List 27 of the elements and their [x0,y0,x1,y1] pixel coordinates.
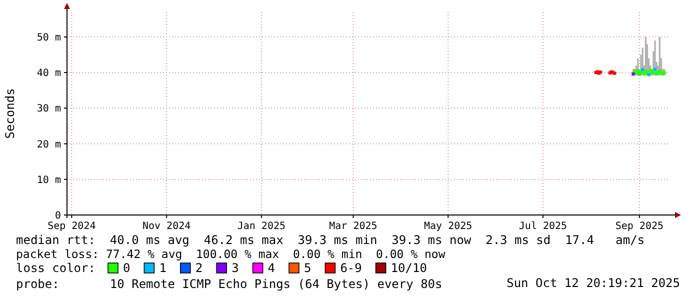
legend-label: 6-9 [340,261,362,275]
y-tick-label: 30 m [36,104,61,115]
y-axis-title: Seconds [3,88,17,139]
y-tick-label: 20 m [36,139,61,150]
legend-title: loss color: [16,261,96,275]
x-tick-label: Jul 2025 [518,221,568,232]
text: packet loss: 77.42 % avg 100.00 % max 0.00 % min 0.00 % now [16,247,446,261]
x-tick-label: May 2025 [424,221,472,232]
x-tick-label: Mar 2025 [329,221,378,232]
legend-label: 1 [159,261,166,275]
text: probe: 10 Remote ICMP Echo Pings (64 Bytes) every 80s [16,277,442,291]
legend-label: 5 [304,261,312,275]
text: median rtt: 40.0 ms avg 46.2 ms max 39.3 ms min 39.3 ms now 2.3 ms sd 17.4 am/s [16,233,645,247]
x-tick-label: Sep 2024 [48,221,96,232]
y-tick-label: 10 m [36,174,61,186]
legend-label: 3 [232,261,239,275]
x-tick-label: Sep 2025 [615,221,664,232]
y-tick-label: 0 [54,210,61,222]
x-tick-label: Nov 2024 [142,221,191,232]
legend-label: 10/10 [390,261,427,275]
text: Sun Oct 12 20:19:21 2025 [506,276,680,290]
y-tick-label: 40 m [36,68,61,80]
y-tick-label: 50 m [36,32,61,44]
x-tick-label: Jan 2025 [237,221,286,232]
legend-label: 0 [123,261,130,275]
legend-label: 2 [195,261,203,275]
legend-label: 4 [268,261,276,275]
